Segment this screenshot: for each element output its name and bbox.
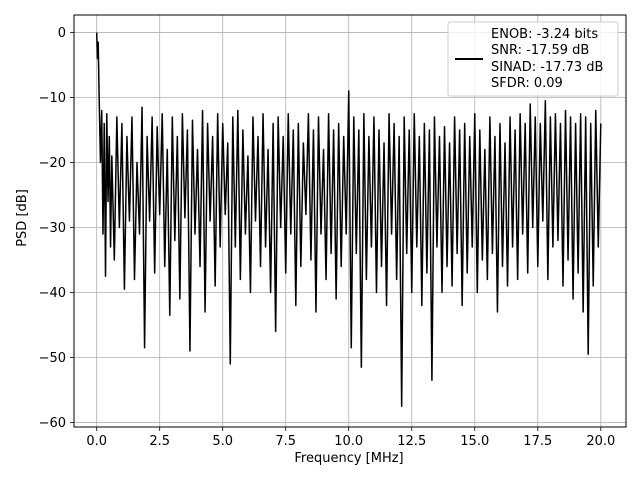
x-tick-label: 20.0 [586, 434, 615, 449]
x-tick-label: 5.0 [212, 434, 233, 449]
y-tick-label: −50 [39, 351, 66, 366]
legend-enob: ENOB: -3.24 bits [491, 27, 598, 42]
y-tick-label: −20 [39, 156, 66, 171]
x-tick-label: 10.0 [334, 434, 363, 449]
legend-snr: SNR: -17.59 dB [491, 43, 589, 58]
y-tick-label: −30 [39, 221, 66, 236]
legend: ENOB: -3.24 bits SNR: -17.59 dB SINAD: -… [447, 21, 619, 97]
y-axis-label: PSD [dB] [15, 189, 30, 247]
x-tick-label: 15.0 [460, 434, 489, 449]
x-axis-ticks: 0.0 2.5 5.0 7.5 10.0 12.5 15.0 17.5 20.0 [86, 427, 615, 449]
legend-box [447, 21, 619, 97]
plot-area [95, 32, 602, 407]
y-tick-label: −60 [39, 416, 66, 431]
y-tick-label: −10 [39, 91, 66, 106]
x-tick-label: 7.5 [275, 434, 296, 449]
x-tick-label: 0.0 [86, 434, 107, 449]
legend-sfdr: SFDR: 0.09 [491, 76, 563, 91]
x-tick-label: 17.5 [523, 434, 552, 449]
y-axis-ticks: 0 −10 −20 −30 −40 −50 −60 [39, 26, 74, 431]
y-tick-label: −40 [39, 286, 66, 301]
psd-series-line [95, 32, 602, 407]
x-tick-label: 2.5 [149, 434, 170, 449]
legend-sinad: SINAD: -17.73 dB [491, 60, 603, 75]
x-tick-label: 12.5 [397, 434, 426, 449]
x-axis-label: Frequency [MHz] [294, 451, 403, 466]
plot-frame [73, 14, 627, 428]
y-tick-label: 0 [58, 26, 66, 41]
